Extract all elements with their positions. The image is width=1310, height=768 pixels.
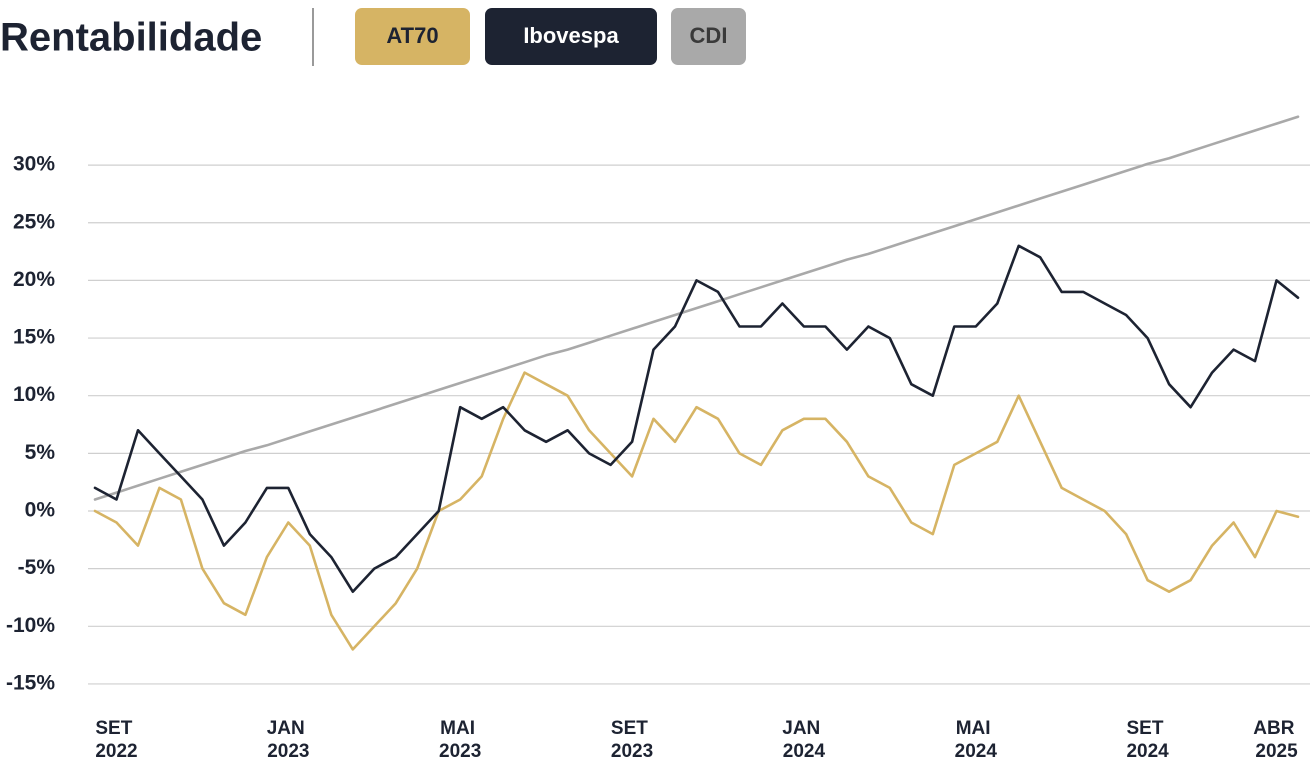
x-tick-label: SET 2024: [1126, 718, 1169, 762]
x-tick-label: ABR 2025: [1253, 718, 1299, 762]
y-tick-label: 5%: [25, 441, 56, 464]
x-tick-label: MAI 2024: [955, 718, 998, 762]
x-tick-label: JAN 2023: [267, 718, 310, 762]
x-tick-label: SET 2022: [95, 718, 137, 762]
chart-title: Rentabilidade: [0, 16, 262, 60]
y-tick-label: 20%: [13, 268, 55, 291]
series-line: [93, 371, 1300, 651]
grid: -15% -10% -5% 0% 5% 10% 15% 20% 25% 30%: [6, 153, 1310, 694]
y-tick-label: -10%: [6, 614, 55, 637]
x-tick-label: JAN 2024: [782, 718, 825, 762]
legend-button[interactable]: AT70: [355, 8, 470, 65]
legend-button[interactable]: Ibovespa: [485, 8, 657, 65]
series-line: [93, 115, 1300, 501]
y-tick-label: -15%: [6, 671, 55, 694]
legend: AT70 Ibovespa CDI: [355, 8, 746, 65]
x-tick-label: MAI 2023: [439, 718, 481, 762]
y-tick-label: 10%: [13, 383, 55, 406]
legend-label: CDI: [690, 23, 728, 48]
y-tick-label: 15%: [13, 326, 55, 349]
y-tick-label: 0%: [25, 499, 56, 522]
legend-label: AT70: [386, 23, 438, 48]
plot-lines: [93, 115, 1300, 651]
series-line: [93, 244, 1300, 593]
y-tick-label: 25%: [13, 210, 55, 233]
y-tick-label: -5%: [18, 556, 56, 579]
legend-button-bg: [485, 8, 657, 65]
y-tick-label: 30%: [13, 153, 55, 176]
x-tick-label: SET 2023: [611, 718, 653, 762]
x-axis: SET 2022 JAN 2023 MAI 2023 SET 2023 JAN 2024…: [95, 718, 1299, 762]
legend-label: Ibovespa: [523, 23, 619, 48]
legend-button-bg: [671, 8, 746, 65]
legend-button[interactable]: CDI: [671, 8, 746, 65]
legend-button-bg: [355, 8, 470, 65]
